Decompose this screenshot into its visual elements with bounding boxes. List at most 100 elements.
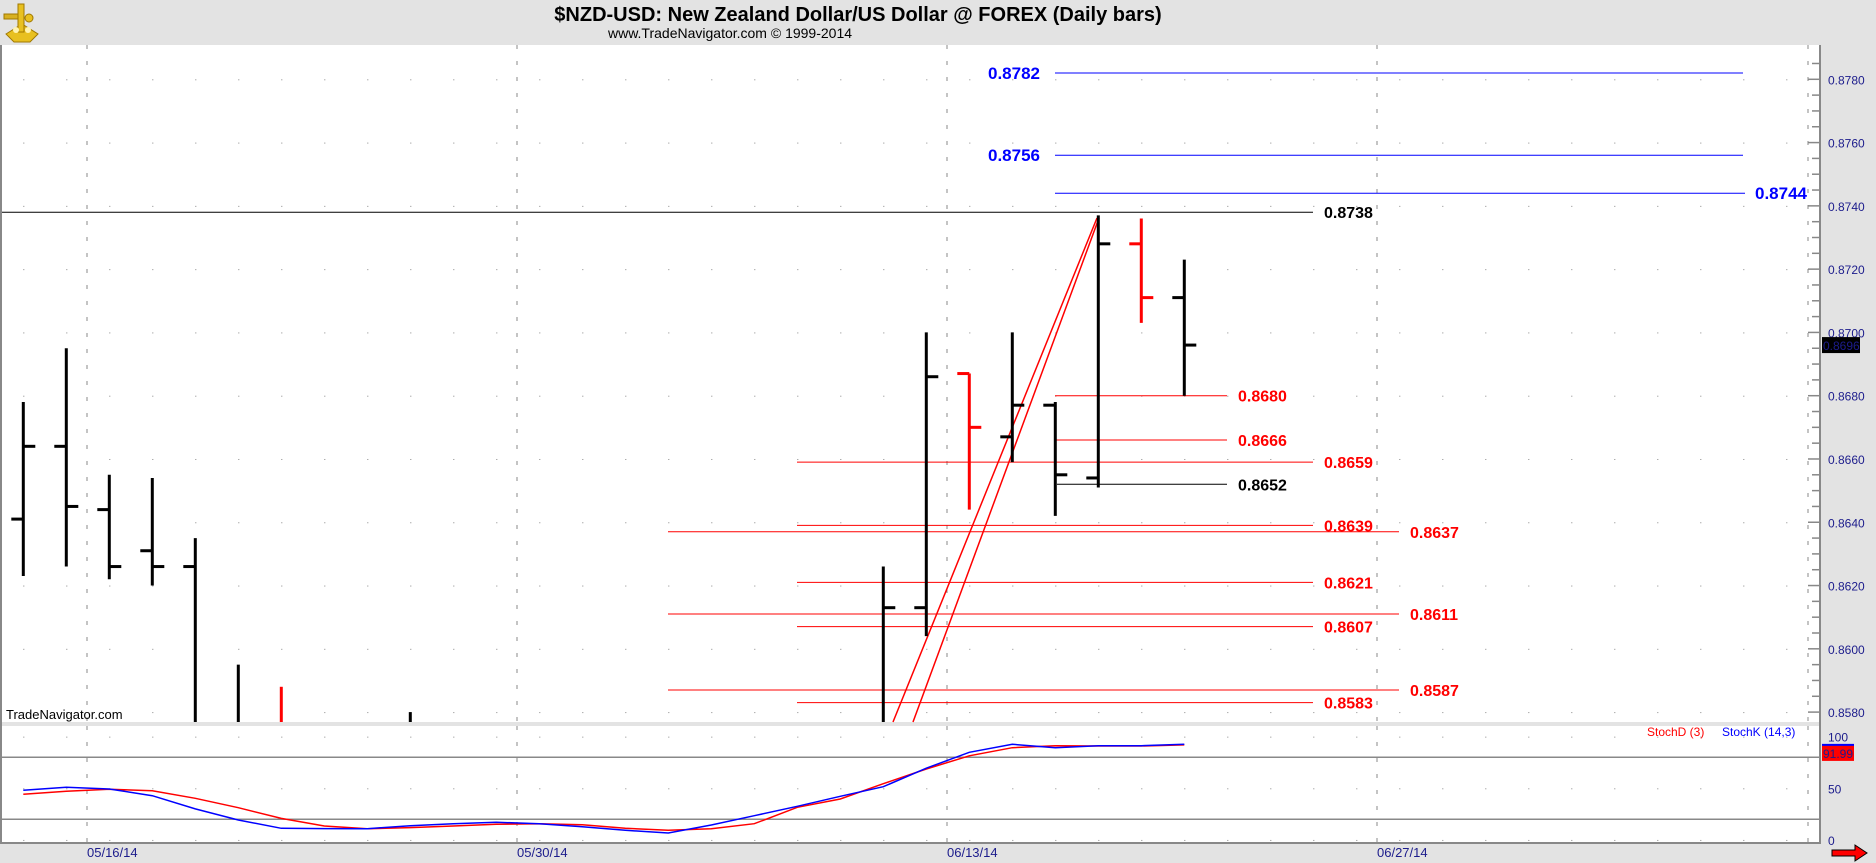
level-label: 0.8637 (1410, 525, 1459, 542)
grid-dot (1227, 269, 1229, 271)
grid-dot (1657, 712, 1659, 714)
grid-dot (1313, 205, 1315, 207)
grid-dot (1184, 142, 1186, 144)
grid-dot (496, 458, 498, 460)
grid-dot (453, 458, 455, 460)
grid-dot (238, 648, 240, 650)
grid-dot (410, 736, 412, 738)
grid-dot (453, 142, 455, 144)
grid-dot (1270, 458, 1272, 460)
grid-dot (1528, 269, 1530, 271)
grid-dot (883, 788, 885, 790)
grid-dot (281, 458, 283, 460)
grid-dot (1270, 712, 1272, 714)
grid-dot (410, 585, 412, 587)
chart-subtitle: www.TradeNavigator.com © 1999-2014 (607, 25, 852, 41)
grid-dot (367, 332, 369, 334)
grid-dot (1055, 522, 1057, 524)
grid-dot (281, 736, 283, 738)
grid-dot (969, 712, 971, 714)
grid-dot (195, 269, 197, 271)
grid-dot (1614, 269, 1616, 271)
grid-dot (1571, 839, 1573, 841)
grid-dot (668, 585, 670, 587)
trend-lines (892, 217, 1100, 723)
grid-dot (625, 736, 627, 738)
grid-dot (324, 839, 326, 841)
grid-dot (1700, 522, 1702, 524)
grid-dot (152, 736, 154, 738)
grid-dot (1399, 788, 1401, 790)
grid-dot (883, 522, 885, 524)
grid-dot (1270, 205, 1272, 207)
grid-dot (1227, 332, 1229, 334)
grid-dot (1743, 839, 1745, 841)
grid-dot (1184, 788, 1186, 790)
grid-dot (625, 395, 627, 397)
grid-dot (152, 839, 154, 841)
grid-dot (1313, 648, 1315, 650)
grid-dot (1313, 788, 1315, 790)
grid-dot (152, 648, 154, 650)
grid-dot (1657, 648, 1659, 650)
grid-dot (1184, 205, 1186, 207)
grid-dot (1356, 736, 1358, 738)
grid-dot (453, 736, 455, 738)
grid-dot (238, 736, 240, 738)
grid-dot (1485, 522, 1487, 524)
grid-dot (1614, 522, 1616, 524)
grid-dot (1528, 712, 1530, 714)
grid-dot (539, 79, 541, 81)
grid-dot (1442, 648, 1444, 650)
grid-dot (668, 79, 670, 81)
grid-dot (625, 79, 627, 81)
scroll-right-arrow-icon[interactable] (1831, 844, 1868, 862)
grid-dot (1571, 79, 1573, 81)
grid-dot (797, 839, 799, 841)
grid-dot (281, 269, 283, 271)
grid-dot (109, 79, 111, 81)
grid-dot (668, 332, 670, 334)
grid-dot (152, 395, 154, 397)
grid-dot (496, 395, 498, 397)
grid-dot (66, 585, 68, 587)
price-tick-label: 0.8720 (1828, 263, 1865, 277)
ohlc-bar (54, 348, 79, 567)
grid-dot (367, 788, 369, 790)
grid-dot (1571, 395, 1573, 397)
grid-dot (1270, 332, 1272, 334)
grid-dot (1184, 458, 1186, 460)
grid-dot (1356, 788, 1358, 790)
grid-dot (367, 269, 369, 271)
grid-dot (926, 269, 928, 271)
grid-dot (797, 712, 799, 714)
level-label: 0.8611 (1410, 607, 1458, 624)
grid-dot (1786, 839, 1788, 841)
level-label: 0.8756 (988, 146, 1040, 165)
grid-dot (1485, 269, 1487, 271)
grid-dot (1786, 712, 1788, 714)
grid-dot (625, 458, 627, 460)
chart-title: $NZD-USD: New Zealand Dollar/US Dollar @… (554, 4, 1161, 26)
grid-dot (711, 142, 713, 144)
ohlc-bar (1129, 218, 1154, 323)
grid-dot (754, 522, 756, 524)
grid-dot (1528, 142, 1530, 144)
grid-dot (754, 395, 756, 397)
grid-dot (1356, 269, 1358, 271)
grid-dot (453, 648, 455, 650)
stoch-value-box (1822, 744, 1854, 761)
grid-dot (797, 79, 799, 81)
grid-dot (582, 395, 584, 397)
grid-dot (711, 332, 713, 334)
grid-dot (668, 142, 670, 144)
level-label: 0.8607 (1324, 620, 1373, 637)
stochastic-lines (23, 743, 1185, 834)
price-tick-label: 0.8700 (1828, 326, 1865, 340)
grid-dot (1270, 788, 1272, 790)
grid-dot (1270, 736, 1272, 738)
grid-dot (754, 585, 756, 587)
grid-dot (66, 205, 68, 207)
grid-dot (281, 788, 283, 790)
grid-dot (582, 142, 584, 144)
